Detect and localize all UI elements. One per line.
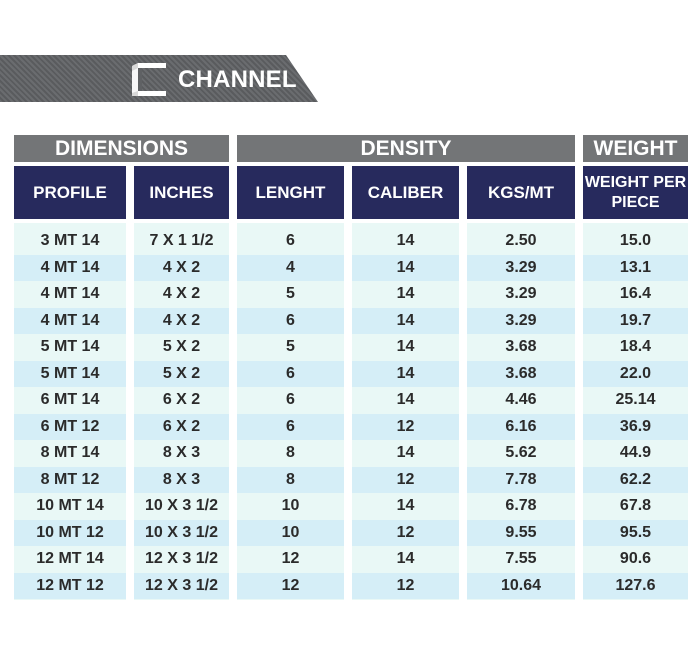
kgs-mt-cell: 3.29: [467, 307, 575, 334]
caliber-cell: 14: [352, 360, 459, 387]
kgs-mt-cell: 6.78: [505, 497, 537, 514]
kgs-mt-cell: 2.50: [505, 232, 537, 249]
kgs-mt-cell: 3.68: [505, 338, 537, 355]
weight-per-piece-cell: 22.0: [583, 360, 688, 387]
inches-cell: 6 X 2: [134, 413, 229, 440]
kgs-mt-cell: 5.62: [505, 444, 537, 461]
profile-cell: 10 MT 14: [36, 497, 104, 514]
length-cell: 12: [281, 550, 300, 567]
profile-cell: 4 MT 14: [14, 307, 126, 334]
kgs-mt-cell: 7.78: [467, 466, 575, 493]
weight-per-piece-cell: 25.14: [615, 391, 656, 408]
profile-cell: 6 MT 12: [14, 413, 126, 440]
length-cell: 6: [237, 307, 344, 334]
caliber-cell: 12: [352, 413, 459, 440]
inches-cell: 4 X 2: [134, 254, 229, 281]
profile-cell: 4 MT 14: [40, 285, 100, 302]
kgs-mt-cell: 3.29: [467, 254, 575, 281]
length-cell: 6: [286, 391, 295, 408]
profile-cell: 5 MT 14: [14, 360, 126, 387]
kgs-mt-cell: 3.68: [467, 360, 575, 387]
inches-cell: 12 X 3 1/2: [145, 550, 218, 567]
column-header-weight-per-piece: WEIGHT PER PIECE: [583, 166, 688, 219]
weight-per-piece-cell: 15.0: [619, 232, 652, 249]
weight-per-piece-cell: 16.4: [619, 285, 652, 302]
column-header-inches: INCHES: [134, 166, 229, 219]
weight-per-piece-cell: 36.9: [583, 413, 688, 440]
caliber-cell: 14: [396, 497, 415, 514]
inches-cell: 10 X 3 1/2: [145, 497, 218, 514]
length-cell: 8: [286, 444, 295, 461]
column-header-length: LENGHT: [237, 166, 344, 219]
length-cell: 5: [286, 338, 295, 355]
profile-cell: 12 MT 14: [36, 550, 104, 567]
kgs-mt-cell: 7.55: [505, 550, 537, 567]
section-title: CHANNEL: [178, 66, 297, 93]
caliber-cell: 14: [352, 307, 459, 334]
channel-profile-icon: [132, 63, 166, 96]
section-banner: [0, 55, 318, 102]
length-cell: 6: [237, 413, 344, 440]
weight-per-piece-cell: 19.7: [583, 307, 688, 334]
group-header-weight: WEIGHT: [583, 135, 688, 162]
caliber-cell: 14: [352, 254, 459, 281]
inches-cell: 7 X 1 1/2: [149, 232, 214, 249]
profile-cell: 8 MT 14: [40, 444, 100, 461]
kgs-mt-cell: 6.16: [467, 413, 575, 440]
column-header-caliber: CALIBER: [352, 166, 459, 219]
column-header-profile: PROFILE: [14, 166, 126, 219]
weight-per-piece-cell: 95.5: [583, 519, 688, 546]
caliber-cell: 14: [396, 550, 415, 567]
length-cell: 4: [237, 254, 344, 281]
caliber-cell: 12: [352, 519, 459, 546]
inches-cell: 4 X 2: [162, 285, 201, 302]
profile-cell: 4 MT 14: [14, 254, 126, 281]
profile-cell: 6 MT 14: [40, 391, 100, 408]
group-header-dimensions: DIMENSIONS: [14, 135, 229, 162]
caliber-cell: 14: [396, 232, 415, 249]
length-cell: 6: [237, 360, 344, 387]
length-cell: 8: [237, 466, 344, 493]
caliber-cell: 12: [352, 466, 459, 493]
caliber-cell: 14: [396, 444, 415, 461]
inches-cell: 10 X 3 1/2: [134, 519, 229, 546]
inches-cell: 4 X 2: [134, 307, 229, 334]
kgs-mt-cell: 9.55: [467, 519, 575, 546]
group-header-density: DENSITY: [237, 135, 575, 162]
caliber-cell: 12: [352, 572, 459, 599]
length-cell: 5: [286, 285, 295, 302]
inches-cell: 8 X 3: [162, 444, 201, 461]
profile-cell: 8 MT 12: [14, 466, 126, 493]
weight-per-piece-cell: 62.2: [583, 466, 688, 493]
kgs-mt-cell: 10.64: [467, 572, 575, 599]
inches-cell: 6 X 2: [162, 391, 201, 408]
profile-cell: 3 MT 14: [40, 232, 100, 249]
length-cell: 10: [281, 497, 300, 514]
length-cell: 12: [237, 572, 344, 599]
column-header-kgs-mt: KGS/MT: [467, 166, 575, 219]
profile-cell: 5 MT 14: [40, 338, 100, 355]
inches-cell: 8 X 3: [134, 466, 229, 493]
weight-per-piece-cell: 18.4: [619, 338, 652, 355]
profile-cell: 12 MT 12: [14, 572, 126, 599]
caliber-cell: 14: [396, 391, 415, 408]
weight-per-piece-cell: 67.8: [619, 497, 652, 514]
length-cell: 6: [286, 232, 295, 249]
profile-cell: 10 MT 12: [14, 519, 126, 546]
length-cell: 10: [237, 519, 344, 546]
weight-per-piece-cell: 90.6: [619, 550, 652, 567]
inches-cell: 12 X 3 1/2: [134, 572, 229, 599]
weight-per-piece-cell: 44.9: [619, 444, 652, 461]
inches-cell: 5 X 2: [162, 338, 201, 355]
weight-per-piece-cell: 13.1: [583, 254, 688, 281]
caliber-cell: 14: [396, 338, 415, 355]
kgs-mt-cell: 4.46: [505, 391, 537, 408]
weight-per-piece-cell: 127.6: [583, 572, 688, 599]
inches-cell: 5 X 2: [134, 360, 229, 387]
kgs-mt-cell: 3.29: [505, 285, 537, 302]
caliber-cell: 14: [396, 285, 415, 302]
